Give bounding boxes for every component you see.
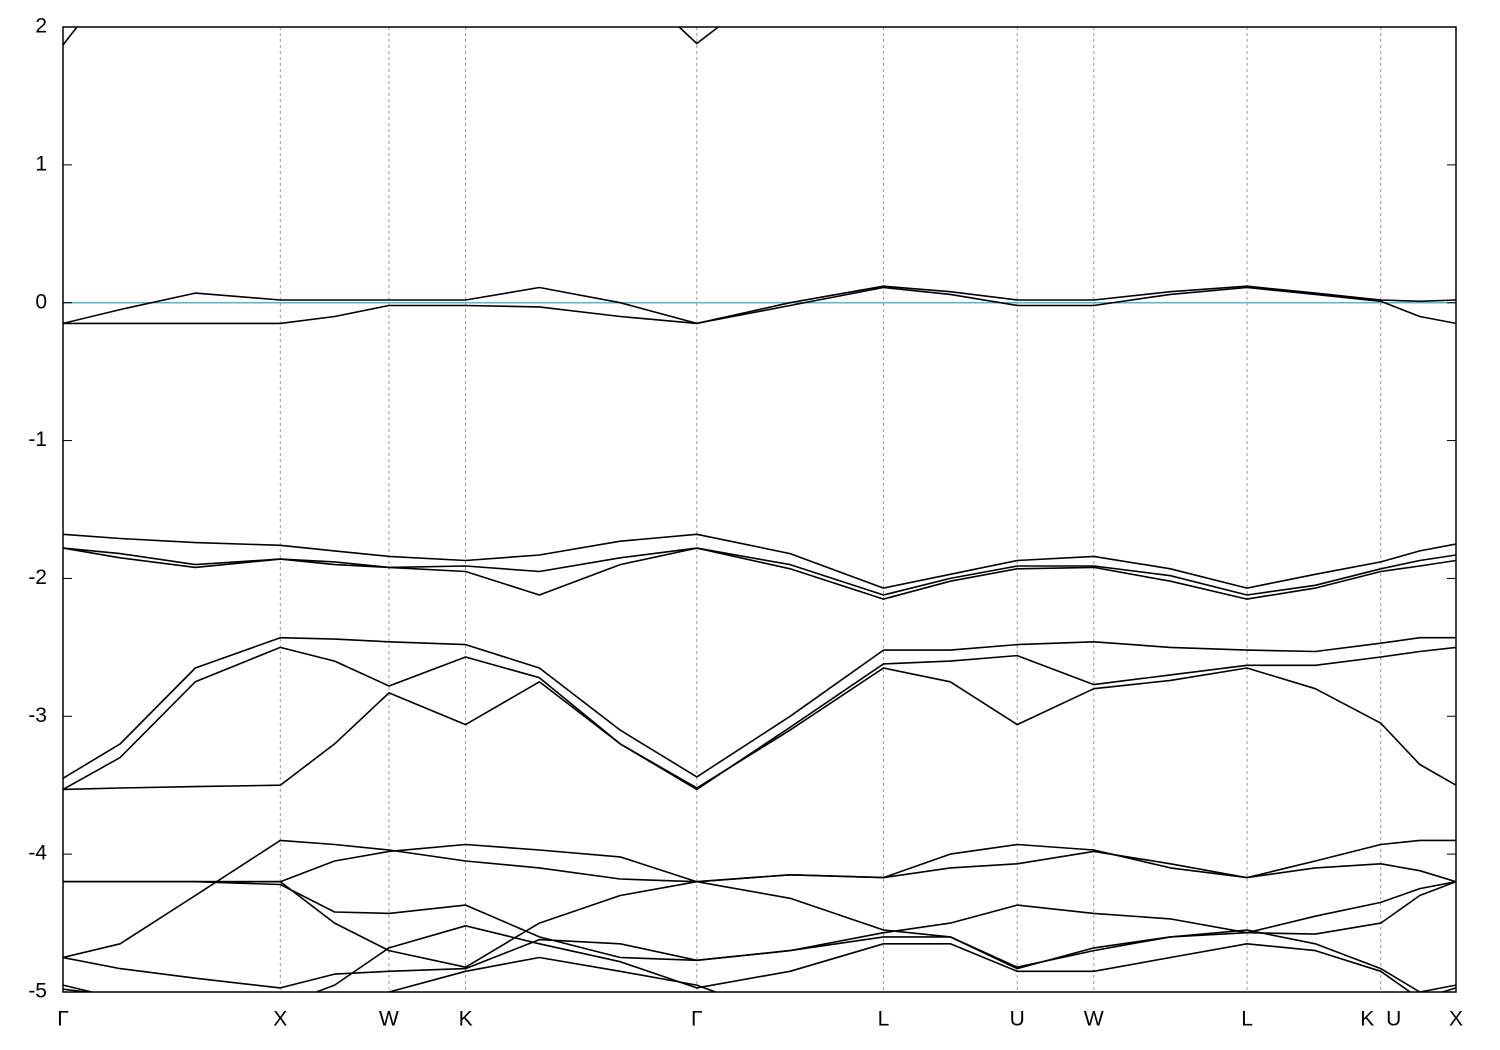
x-tick-label: L (1241, 1008, 1253, 1031)
band-line (63, 286, 1456, 325)
band-line (63, 547, 1456, 596)
x-tick-label: W (379, 1008, 399, 1031)
band-line (63, 880, 1456, 968)
band-line (63, 925, 1456, 992)
band-line (63, 646, 1456, 791)
plot-frame (62, 26, 1457, 993)
x-tick-label: K (459, 1008, 473, 1031)
bands (63, 27, 1456, 992)
x-tick-label: L (878, 1008, 890, 1031)
y-tick-label: 0 (35, 290, 47, 313)
band-line (63, 547, 1456, 600)
x-tick-label: Γ (691, 1008, 703, 1031)
grid (62, 27, 1457, 992)
y-tick-label: 1 (35, 152, 47, 175)
band-line (63, 636, 1456, 779)
band-line (63, 667, 1456, 791)
band-line (63, 285, 1456, 325)
x-tick-label: X (1449, 1008, 1463, 1031)
x-tick-label: U (1010, 1008, 1025, 1031)
x-tick-label: Γ (57, 1008, 69, 1031)
y-tick-label: -3 (28, 704, 47, 727)
x-tick-label: X (273, 1008, 287, 1031)
y-tick-label: -4 (28, 842, 47, 865)
band-line (63, 27, 720, 46)
x-tick-label: K U (1360, 1008, 1401, 1031)
y-tick-label: 2 (35, 15, 47, 38)
labels: -5 -4 -3 -2 -1 0 1 2 Γ X W K Γ L U W L K U X (28, 15, 1463, 1031)
band-line (63, 533, 1456, 589)
band-line (63, 956, 718, 992)
y-tick-label: -5 (28, 980, 47, 1003)
x-tick-label: W (1084, 1008, 1104, 1031)
y-tick-label: -2 (28, 566, 47, 589)
band-line (63, 843, 1456, 883)
y-tick-label: -1 (28, 428, 47, 451)
band-line (63, 929, 1456, 992)
